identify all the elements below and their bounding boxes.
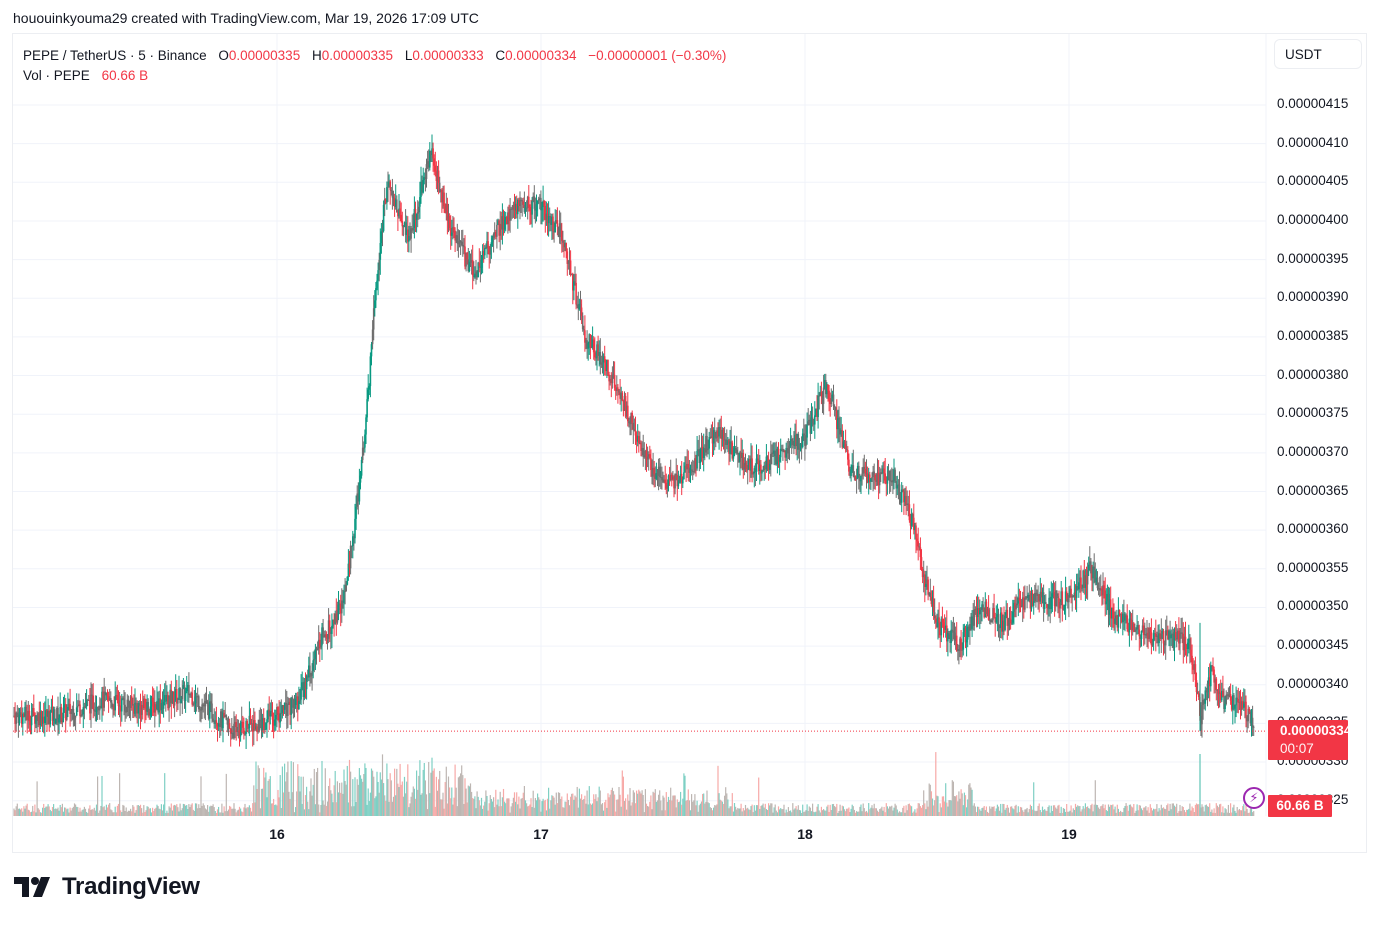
date-tick: 18 bbox=[797, 826, 813, 842]
price-tick: 0.00000400 bbox=[1277, 211, 1349, 227]
date-tick: 17 bbox=[533, 826, 549, 842]
volume-badge: 60.66 B bbox=[1268, 795, 1332, 817]
price-tick: 0.00000360 bbox=[1277, 521, 1349, 537]
price-tick: 0.00000365 bbox=[1277, 482, 1349, 498]
price-tick: 0.00000370 bbox=[1277, 443, 1349, 459]
symbol-title[interactable]: PEPE / TetherUS · 5 · Binance bbox=[23, 48, 207, 63]
change-value: −0.00000001 (−0.30%) bbox=[588, 48, 727, 63]
ohlc-row: PEPE / TetherUS · 5 · Binance O0.0000033… bbox=[23, 46, 726, 66]
volume-value: 60.66 B bbox=[101, 68, 149, 83]
last-price-value: 0.00000334 bbox=[1280, 723, 1352, 738]
chart-credit: hououinkyouma29 created with TradingView… bbox=[13, 10, 479, 26]
chart-legend: PEPE / TetherUS · 5 · Binance O0.0000033… bbox=[23, 46, 726, 86]
high-label: H bbox=[311, 48, 322, 63]
candlestick-chart[interactable] bbox=[13, 34, 1366, 852]
volume-title[interactable]: Vol · PEPE bbox=[23, 68, 90, 83]
price-tick: 0.00000355 bbox=[1277, 559, 1349, 575]
open-label: O bbox=[218, 48, 229, 63]
price-tick: 0.00000385 bbox=[1277, 327, 1349, 343]
close-label: C bbox=[495, 48, 506, 63]
price-tick: 0.00000340 bbox=[1277, 675, 1349, 691]
price-tick: 0.00000380 bbox=[1277, 366, 1349, 382]
price-tick: 0.00000410 bbox=[1277, 134, 1349, 150]
last-price-label: 0.00000334 00:07 bbox=[1268, 720, 1352, 760]
price-tick: 0.00000395 bbox=[1277, 250, 1349, 266]
price-tick: 0.00000350 bbox=[1277, 598, 1349, 614]
lightning-icon[interactable]: ⚡ bbox=[1243, 787, 1265, 809]
chart-frame[interactable]: PEPE / TetherUS · 5 · Binance O0.0000033… bbox=[12, 33, 1367, 853]
date-tick: 16 bbox=[269, 826, 285, 842]
tradingview-logo[interactable]: TradingView bbox=[14, 873, 200, 901]
currency-button[interactable]: USDT bbox=[1274, 39, 1362, 69]
open-value: 0.00000335 bbox=[228, 48, 301, 63]
close-value: 0.00000334 bbox=[505, 48, 577, 63]
volume-row: Vol · PEPE 60.66 B bbox=[23, 66, 726, 86]
price-tick: 0.00000405 bbox=[1277, 173, 1349, 189]
price-tick: 0.00000415 bbox=[1277, 96, 1349, 111]
logo-text: TradingView bbox=[62, 873, 200, 900]
price-tick: 0.00000375 bbox=[1277, 405, 1349, 421]
bar-countdown: 00:07 bbox=[1280, 741, 1314, 756]
low-value: 0.00000333 bbox=[412, 48, 484, 63]
high-value: 0.00000335 bbox=[321, 48, 394, 63]
date-tick: 19 bbox=[1061, 826, 1077, 842]
price-tick: 0.00000345 bbox=[1277, 637, 1349, 653]
tradingview-logo-icon bbox=[14, 877, 50, 897]
price-tick: 0.00000390 bbox=[1277, 289, 1349, 305]
low-label: L bbox=[404, 48, 413, 63]
